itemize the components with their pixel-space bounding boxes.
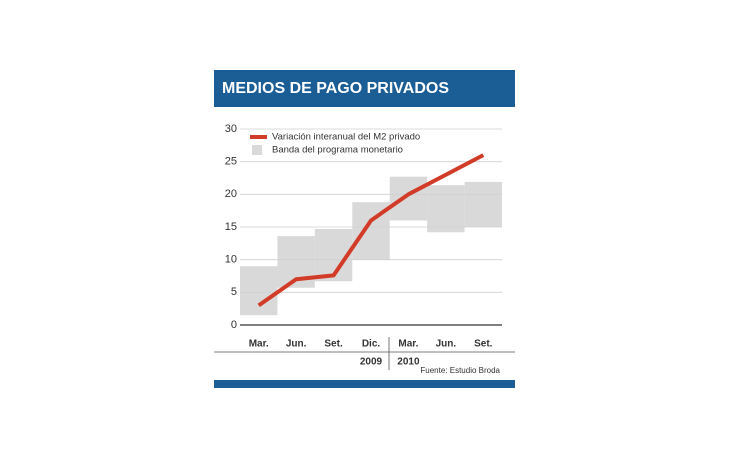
- x-tick-label: Dic.: [362, 339, 381, 350]
- band-range: [389, 176, 428, 221]
- band-range: [464, 181, 502, 227]
- legend-label: Variación interanual del M2 privado: [272, 132, 420, 143]
- y-tick-label: 15: [225, 221, 237, 233]
- x-tick-label: Set.: [324, 339, 343, 350]
- x-tick-label: Jun.: [286, 339, 307, 350]
- y-tick-label: 30: [225, 123, 237, 135]
- y-tick-label: 0: [231, 319, 237, 331]
- band-range: [427, 185, 465, 233]
- y-tick-label: 25: [225, 156, 237, 168]
- year-label: 2009: [360, 357, 383, 368]
- chart-title: MEDIOS DE PAGO PRIVADOS: [222, 80, 449, 97]
- title-bar: [214, 70, 515, 107]
- x-tick-label: Jun.: [436, 339, 457, 350]
- footer-bar: [214, 380, 515, 388]
- data-line: [257, 153, 485, 308]
- year-label: 2010: [397, 357, 420, 368]
- band-range: [240, 266, 278, 316]
- y-tick-label: 5: [231, 286, 237, 298]
- y-tick-label: 20: [225, 188, 237, 200]
- x-tick-label: Mar.: [249, 339, 269, 350]
- legend-swatch: [252, 145, 262, 155]
- source: Fuente: Estudio Broda: [420, 366, 500, 375]
- y-tick-label: 10: [225, 254, 237, 266]
- x-tick-label: Mar.: [398, 339, 418, 350]
- x-tick-label: Set.: [474, 339, 493, 350]
- legend-label: Banda del programa monetario: [272, 145, 403, 156]
